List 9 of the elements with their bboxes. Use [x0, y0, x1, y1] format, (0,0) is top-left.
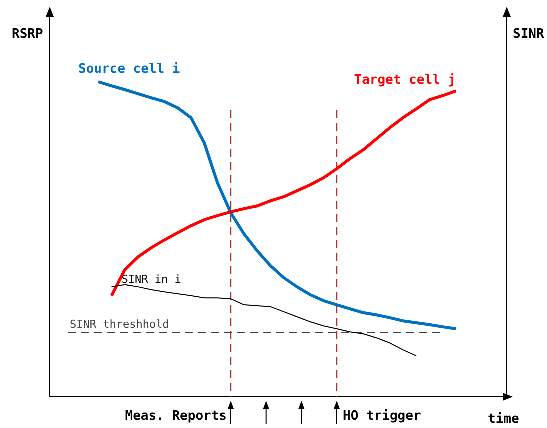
series-label: SINR in i — [122, 273, 182, 286]
y-axis-title: RSRP — [12, 27, 44, 42]
series-label: Target cell j — [354, 73, 456, 88]
ref-line-label: SINR threshhold — [70, 318, 170, 332]
series-label: Source cell i — [78, 62, 180, 77]
text: HO trigger — [343, 409, 422, 424]
text: Meas. Reports — [125, 409, 227, 424]
y2-axis-title: SINR — [513, 27, 544, 42]
x-axis-title: time — [488, 412, 520, 427]
